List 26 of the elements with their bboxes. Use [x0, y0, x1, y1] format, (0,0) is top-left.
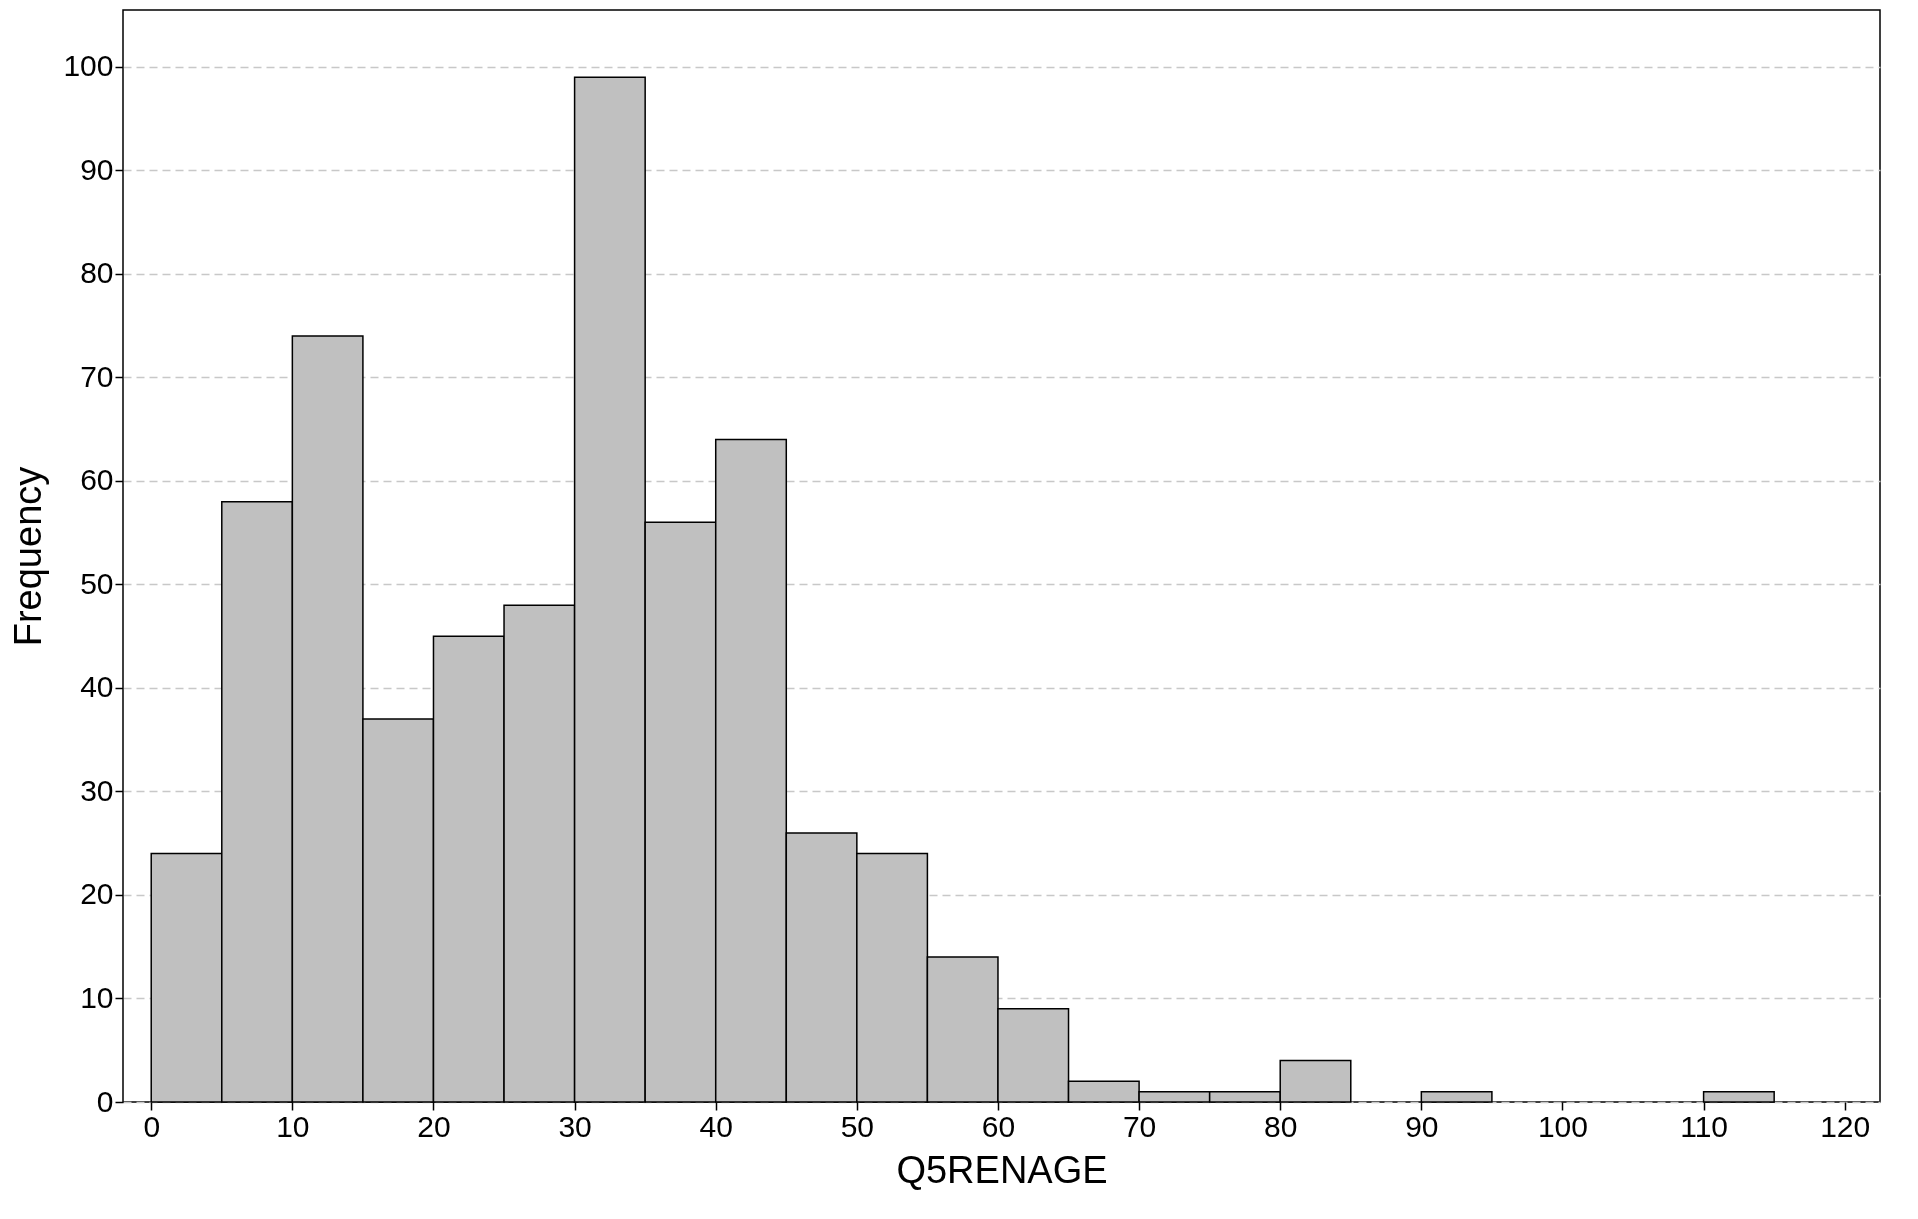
- y-axis-title: Frequency: [7, 466, 50, 647]
- y-tick-label: 30: [80, 773, 114, 807]
- y-tick-label: 80: [80, 256, 114, 290]
- x-tick-label: 70: [1122, 1109, 1157, 1143]
- x-tick-label: 30: [558, 1109, 592, 1143]
- x-tick-label: 120: [1820, 1109, 1871, 1143]
- x-tick-label: 60: [981, 1109, 1016, 1143]
- y-tick-label: 100: [63, 49, 114, 83]
- x-axis-title: Q5RENAGE: [896, 1148, 1108, 1191]
- x-tick-label: 20: [417, 1109, 451, 1143]
- x-tick-label: 50: [840, 1109, 875, 1143]
- y-tick-label: 60: [80, 463, 114, 497]
- x-tick-label: 0: [143, 1109, 161, 1143]
- y-tick-label: 50: [80, 566, 114, 600]
- x-tick-label: 40: [699, 1109, 733, 1143]
- y-tick-label: 10: [80, 980, 114, 1014]
- y-tick-label: 70: [80, 359, 114, 393]
- x-tick-label: 110: [1680, 1109, 1729, 1143]
- x-tick-label: 90: [1405, 1109, 1439, 1143]
- y-tick-label: 0: [96, 1084, 114, 1118]
- y-tick-label: 90: [80, 152, 114, 186]
- x-tick-label: 10: [276, 1109, 310, 1143]
- y-tick-label: 20: [80, 877, 114, 911]
- y-tick-label: 40: [80, 670, 114, 704]
- x-tick-label: 100: [1537, 1109, 1588, 1143]
- x-tick-label: 80: [1264, 1109, 1298, 1143]
